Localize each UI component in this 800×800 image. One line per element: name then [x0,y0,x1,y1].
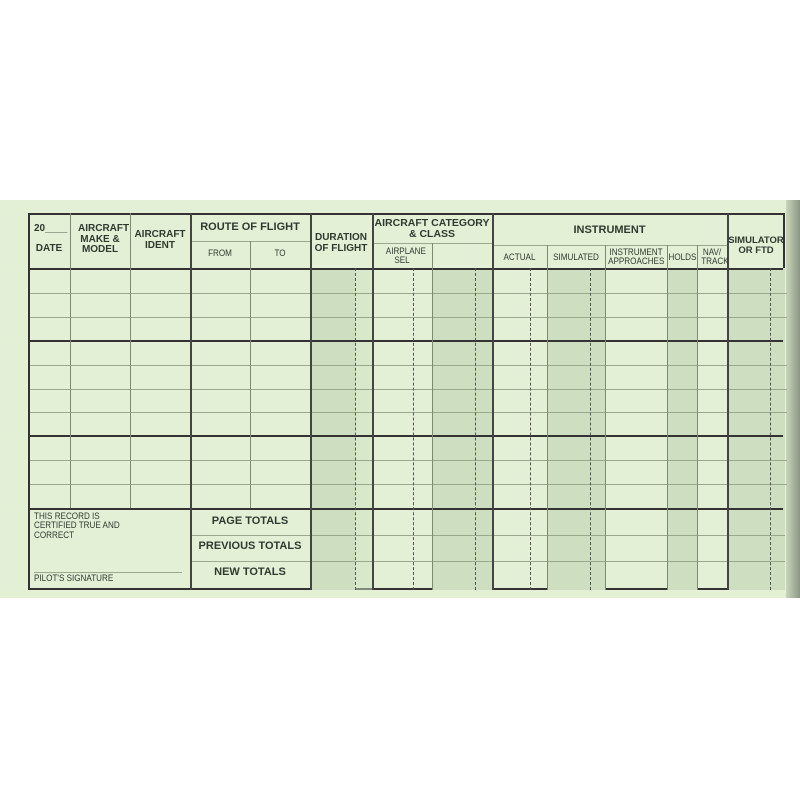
page-totals-label: PAGE TOTALS [211,515,289,527]
row-line [30,389,787,390]
row-line [190,561,785,562]
subheader-line [492,245,727,246]
shaded-column [547,268,605,590]
column-line [70,213,71,508]
to-header: TO [274,248,286,258]
column-line [475,268,476,590]
column-line [727,213,729,590]
from-header: FROM [208,248,232,258]
column-line [413,268,414,590]
simulator-header: SIMULATOR OR FTD [728,235,784,256]
duration-header: DURATION OF FLIGHT [314,232,368,254]
row-divider [30,435,783,437]
certify-text: THIS RECORD IS CERTIFIED TRUE AND CORREC… [34,511,120,540]
column-line [355,268,356,590]
column-line [667,245,668,590]
column-line [697,245,698,590]
row-line [30,460,787,461]
column-line [372,213,374,590]
shaded-column [727,268,785,590]
row-line [30,484,787,485]
approaches-header: INSTRUMENT APPROACHES [608,247,665,267]
row-divider [30,268,783,270]
ident-header: AIRCRAFT IDENT [134,229,186,251]
date-header: DATE [35,243,63,254]
column-line [547,245,548,590]
row-line [190,535,785,536]
previous-totals-label: PREVIOUS TOTALS [198,540,302,552]
shaded-column [667,268,697,590]
shaded-column [310,268,355,590]
column-line [590,268,591,590]
signature-label: PILOT'S SIGNATURE [34,573,114,583]
row-line [30,317,787,318]
row-line [30,293,787,294]
column-line [605,245,606,590]
logbook-page [0,200,800,598]
category-header: AIRCRAFT CATEGORY & CLASS [374,217,490,241]
column-line [310,213,312,590]
page-edge [786,200,800,598]
column-line [492,213,494,590]
holds-header: HOLDS [668,252,697,262]
nav-track-header: NAV/ TRACK [701,247,729,267]
date-year-label: 20____ [34,223,68,234]
row-divider [30,508,783,510]
signature-line [34,572,182,573]
column-line [432,243,433,590]
airplane-sel-header: AIRPLANE SEL [385,246,426,266]
actual-header: ACTUAL [503,252,536,262]
make-model-header: AIRCRAFT MAKE & MODEL [78,223,130,255]
shaded-column [432,268,492,590]
column-line [190,213,192,590]
row-divider [30,340,783,342]
column-line [250,241,251,508]
logbook-table: 20____ DATE AIRCRAFT MAKE & MODEL AIRCRAFT … [28,213,787,590]
row-line [30,365,787,366]
simulated-header: SIMULATED [553,252,599,262]
new-totals-label: NEW TOTALS [214,566,286,578]
route-header: ROUTE OF FLIGHT [200,221,300,233]
row-line [30,412,787,413]
column-line [770,268,771,590]
instrument-header: INSTRUMENT [573,224,646,236]
column-line [130,213,131,508]
column-line [530,268,531,590]
